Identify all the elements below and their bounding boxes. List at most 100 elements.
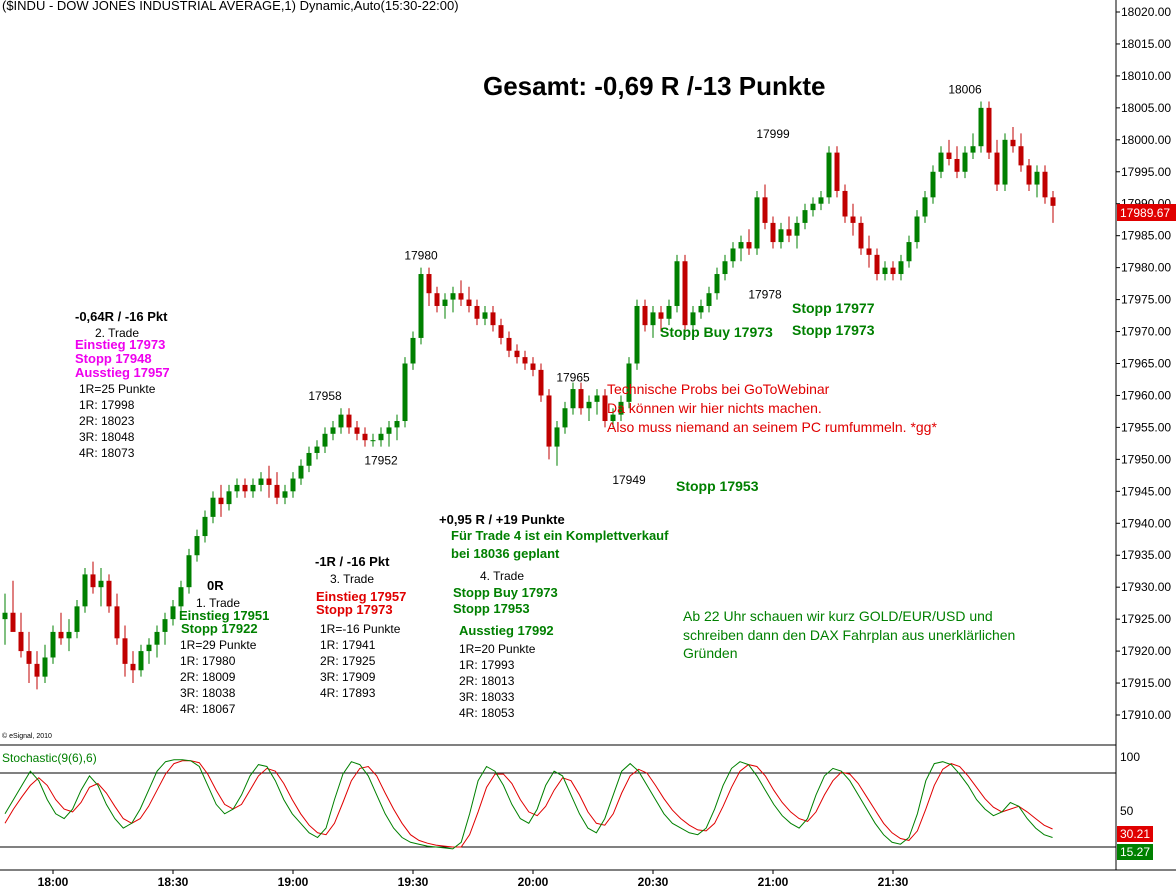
trade3-r-size: 1R=-16 Punkte <box>320 622 401 636</box>
candle <box>330 421 336 441</box>
copyright: © eSignal, 2010 <box>2 732 52 740</box>
candle-body <box>122 638 128 664</box>
candle <box>210 491 216 524</box>
y-axis-ticks: 18020.00 18015.00 18010.00 18005.00 18000.00… <box>1116 5 1171 722</box>
candle-body <box>674 261 680 306</box>
candle-body <box>434 293 440 306</box>
candle <box>98 568 104 607</box>
price-label: 18006 <box>948 82 982 96</box>
candle <box>522 350 528 370</box>
candle <box>586 395 592 422</box>
price-label: 17978 <box>748 287 782 301</box>
x-tick-label: 21:30 <box>878 875 909 889</box>
candle-body <box>482 312 488 319</box>
stochastic-k-line <box>4 759 1053 850</box>
candle-body <box>58 631 64 639</box>
trade3-level-2: 2R: 17925 <box>320 654 376 668</box>
candle-body <box>570 389 576 409</box>
price-label: 17980 <box>404 249 438 263</box>
candle-body <box>458 293 464 300</box>
candle <box>1026 158 1032 191</box>
candle <box>450 286 456 313</box>
candle-body <box>1026 165 1032 185</box>
trade1-level-4: 4R: 18067 <box>180 702 236 716</box>
candle <box>1042 165 1048 204</box>
candle-body <box>50 631 56 658</box>
candle <box>626 357 632 409</box>
x-tick-label: 18:30 <box>158 875 189 889</box>
candle <box>994 139 1000 191</box>
candle <box>298 459 304 485</box>
y-tick-label: 17970.00 <box>1121 325 1171 339</box>
trade2-level-4: 4R: 18073 <box>79 446 135 460</box>
candle <box>770 216 776 249</box>
candle-body <box>890 267 896 275</box>
trade4-name: 4. Trade <box>480 569 524 583</box>
candle-body <box>1002 139 1008 185</box>
candle-body <box>882 267 888 275</box>
candle <box>490 305 496 332</box>
candle-body <box>386 427 392 434</box>
candle-body <box>146 644 152 652</box>
candle-body <box>250 484 256 492</box>
candle <box>914 210 920 249</box>
candle <box>794 216 800 249</box>
candle <box>682 254 688 332</box>
candle <box>890 261 896 281</box>
candle <box>722 254 728 281</box>
candle <box>930 165 936 204</box>
candle-body <box>82 574 88 607</box>
stoch-d-value: 30.21 <box>1120 827 1150 841</box>
y-tick-label: 17920.00 <box>1121 644 1171 658</box>
candle-body <box>1018 146 1024 166</box>
candle-body <box>786 229 792 236</box>
candle <box>954 146 960 179</box>
candle <box>690 305 696 338</box>
candle-body <box>106 580 112 607</box>
candle-body <box>1050 197 1056 206</box>
candle-body <box>826 152 832 198</box>
candle <box>170 599 176 626</box>
candle <box>50 625 56 664</box>
candle-body <box>370 440 376 442</box>
candle <box>874 248 880 281</box>
candle-body <box>178 587 184 607</box>
candle-body <box>546 395 552 447</box>
candle-body <box>450 293 456 300</box>
candle <box>370 433 376 447</box>
candle <box>802 203 808 230</box>
trade1-level-3: 3R: 18038 <box>180 686 236 700</box>
stoch-k-value: 15.27 <box>1120 845 1150 859</box>
candle <box>314 440 320 460</box>
trade2-result: -0,64R / -16 Pkt <box>75 309 168 324</box>
candle <box>786 216 792 243</box>
candle <box>18 612 24 658</box>
candle-body <box>714 274 720 294</box>
y-tick-label: 18000.00 <box>1121 133 1171 147</box>
candle-body <box>138 651 144 671</box>
candle <box>346 408 352 434</box>
candle <box>58 612 64 645</box>
candle <box>1050 190 1056 223</box>
candle <box>778 222 784 249</box>
candle <box>594 389 600 415</box>
candle <box>306 446 312 473</box>
candle-body <box>18 631 24 652</box>
candle <box>386 421 392 447</box>
candle <box>74 599 80 639</box>
candle-body <box>794 222 800 236</box>
candle <box>82 568 88 613</box>
candle-body <box>242 484 248 492</box>
x-tick-label: 20:30 <box>638 875 669 889</box>
x-tick-label: 18:00 <box>38 875 69 889</box>
candle-body <box>130 663 136 671</box>
candle <box>122 625 128 677</box>
candle <box>250 478 256 498</box>
candle <box>962 146 968 179</box>
tech-note-line2: Da können wir hier nichts machen. <box>607 400 822 416</box>
y-tick-label: 17945.00 <box>1121 484 1171 498</box>
candle-body <box>298 465 304 479</box>
candle <box>906 235 912 268</box>
y-tick-label: 17965.00 <box>1121 357 1171 371</box>
